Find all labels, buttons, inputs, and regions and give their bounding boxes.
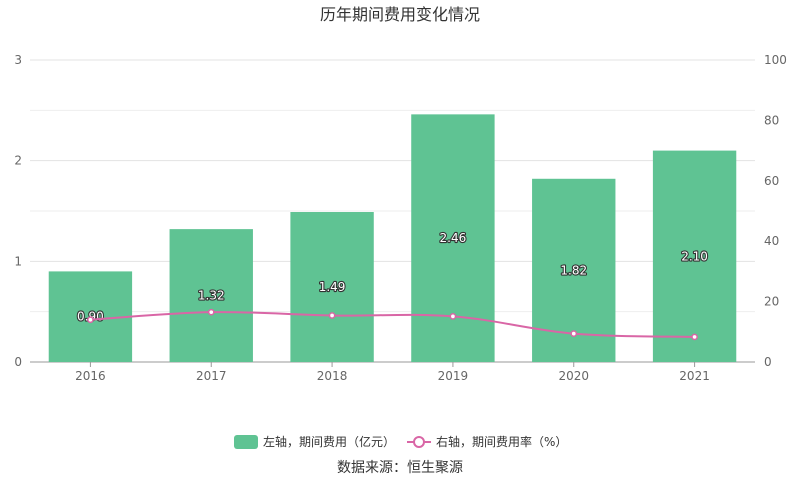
right-axis-tick-label: 20 (764, 295, 779, 309)
x-axis-tick-label: 2017 (196, 369, 227, 383)
legend-line-marker (413, 436, 425, 448)
chart-title: 历年期间费用变化情况 (320, 5, 480, 24)
left-y-axis: 0 1 2 3 (14, 53, 22, 369)
right-axis-tick-label: 60 (764, 174, 779, 188)
line-point[interactable] (570, 330, 578, 337)
right-axis-tick-label: 100 (764, 53, 787, 67)
x-axis-tick-label: 2018 (317, 369, 348, 383)
x-axis-tick-label: 2020 (558, 369, 589, 383)
bar[interactable] (652, 150, 737, 362)
legend-bar-swatch (234, 435, 258, 449)
bar-data-label: 1.82 (560, 263, 587, 277)
x-axis-tick-label: 2021 (679, 369, 710, 383)
x-axis-tick-label: 2016 (75, 369, 106, 383)
left-axis-tick-label: 3 (14, 53, 22, 67)
right-axis-tick-label: 80 (764, 113, 779, 127)
bar[interactable] (411, 114, 495, 362)
bar-data-label: 1.32 (198, 289, 225, 303)
bar[interactable] (290, 212, 374, 362)
left-axis-tick-label: 0 (14, 355, 22, 369)
legend: 左轴，期间费用（亿元） 右轴，期间费用率（%） (234, 434, 567, 449)
bar-data-label: 2.10 (681, 249, 708, 263)
legend-bar-label: 左轴，期间费用（亿元） (263, 434, 395, 449)
line-path (90, 311, 695, 338)
line-point[interactable] (207, 308, 215, 316)
left-axis-tick-label: 1 (14, 254, 22, 268)
line-point[interactable] (87, 316, 94, 324)
bar-series (48, 114, 737, 362)
bar-data-label: 2.46 (440, 231, 467, 245)
line-series (87, 308, 698, 341)
grid-lines (30, 59, 755, 313)
line-point[interactable] (691, 333, 698, 341)
legend-item-line[interactable]: 右轴，期间费用率（%） (407, 434, 567, 449)
source-text: 数据来源：恒生聚源 (337, 460, 463, 476)
x-axis-tick-label: 2019 (438, 369, 469, 383)
line-point[interactable] (328, 312, 336, 319)
left-axis-tick-label: 2 (14, 154, 22, 168)
bar[interactable] (169, 229, 253, 362)
right-y-axis: 0 20 40 60 80 100 (764, 53, 787, 369)
x-axis: 2016 2017 2018 2019 2020 2021 (30, 361, 755, 383)
bar-data-labels: 0.901.321.492.461.822.10 (76, 230, 709, 325)
legend-item-bar[interactable]: 左轴，期间费用（亿元） (234, 434, 395, 449)
bar-data-label: 1.49 (319, 280, 346, 294)
right-axis-tick-label: 40 (764, 234, 779, 248)
right-axis-tick-label: 0 (764, 355, 772, 369)
legend-line-label: 右轴，期间费用率（%） (436, 434, 567, 449)
line-point[interactable] (449, 313, 457, 320)
